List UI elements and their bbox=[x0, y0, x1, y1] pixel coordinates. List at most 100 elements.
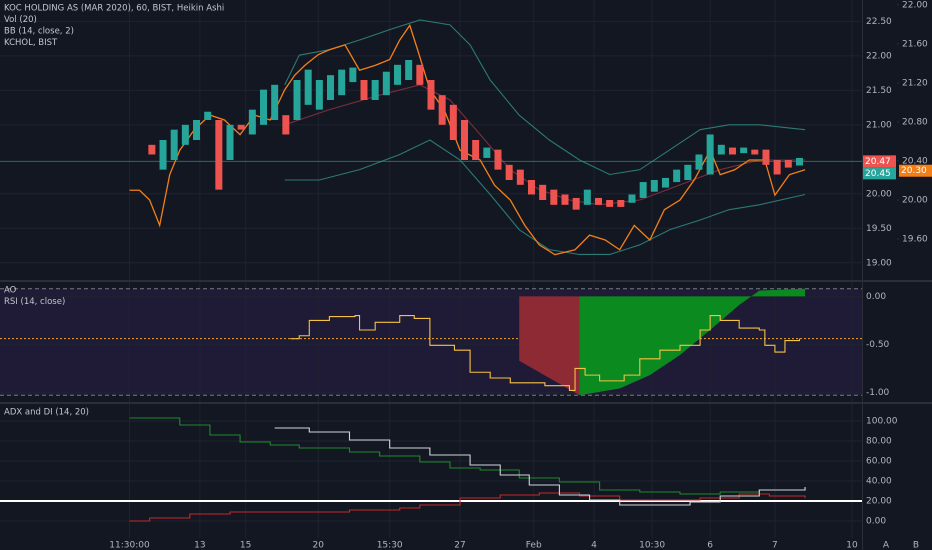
candle-body bbox=[673, 169, 681, 183]
candle-body bbox=[438, 95, 446, 125]
y-tick-label: 20.00 bbox=[866, 189, 892, 199]
panel-label: RSI (14, close) bbox=[4, 297, 65, 307]
price-label-bg bbox=[863, 155, 896, 168]
candle-body bbox=[762, 149, 770, 165]
candle-body bbox=[740, 147, 748, 154]
y2-tick-label: 19.60 bbox=[902, 235, 928, 245]
x-tick-label: 20 bbox=[312, 541, 324, 550]
x-tick-label: 10:30 bbox=[639, 541, 665, 550]
y-tick-label: 19.50 bbox=[866, 224, 892, 234]
candle-body bbox=[661, 177, 669, 188]
candle-body bbox=[516, 169, 524, 185]
candle-body bbox=[784, 160, 792, 168]
y-tick-label: 80.00 bbox=[866, 437, 892, 447]
y-tick-label: 21.50 bbox=[866, 86, 892, 96]
line bbox=[284, 139, 806, 256]
panel-label: KOC HOLDING AS (MAR 2020), 60, BIST, Hei… bbox=[4, 4, 224, 14]
candle-body bbox=[561, 194, 569, 205]
y-tick-label: 60.00 bbox=[866, 457, 892, 467]
candle-body bbox=[193, 120, 201, 140]
candle-body bbox=[405, 60, 413, 80]
y2-tick-label: 20.00 bbox=[902, 196, 928, 206]
panel bbox=[0, 404, 862, 538]
candle-body bbox=[293, 80, 301, 120]
panel-label: Vol (20) bbox=[4, 15, 37, 25]
candle-body bbox=[271, 84, 279, 120]
candle-body bbox=[539, 184, 547, 200]
candle-body bbox=[360, 80, 368, 100]
candle-body bbox=[304, 69, 312, 105]
y-tick-label: 0.00 bbox=[866, 517, 886, 527]
candle-body bbox=[449, 104, 457, 140]
candle-body bbox=[728, 147, 736, 155]
price-label-bg bbox=[863, 167, 896, 180]
y2-tick-label: 22.00 bbox=[902, 0, 928, 10]
candle-body bbox=[572, 197, 580, 210]
price-label: 20.30 bbox=[901, 166, 927, 176]
candle-body bbox=[717, 144, 725, 155]
candle-body bbox=[427, 80, 435, 110]
x-tick-label: Feb bbox=[526, 541, 542, 550]
candle-body bbox=[371, 80, 379, 100]
candle-body bbox=[338, 69, 346, 96]
corner-label: B bbox=[913, 541, 919, 550]
candle-body bbox=[594, 197, 602, 205]
y-tick-label: 20.00 bbox=[866, 497, 892, 507]
candle-body bbox=[472, 140, 480, 160]
candle-body bbox=[416, 64, 424, 85]
area bbox=[519, 296, 580, 396]
candle-body bbox=[527, 180, 535, 195]
x-tick-label: 10 bbox=[846, 541, 858, 550]
candle-body bbox=[773, 160, 781, 175]
panel-label: AO bbox=[4, 286, 17, 296]
candle-body bbox=[684, 164, 692, 180]
x-tick-label: 15:30 bbox=[377, 541, 403, 550]
candle-body bbox=[282, 115, 290, 135]
area bbox=[579, 288, 806, 396]
panel-label: ADX and DI (14, 20) bbox=[4, 408, 89, 418]
candle-body bbox=[483, 147, 491, 158]
candle-body bbox=[226, 124, 234, 160]
y-tick-label: 22.00 bbox=[866, 51, 892, 61]
y-tick-label: 40.00 bbox=[866, 477, 892, 487]
candle-body bbox=[494, 149, 502, 170]
candle-body bbox=[148, 144, 156, 155]
x-tick-label: 7 bbox=[772, 541, 778, 550]
y-tick-label: 22.50 bbox=[866, 17, 892, 27]
panel bbox=[0, 282, 862, 402]
y-tick-label: 19.00 bbox=[866, 258, 892, 268]
candle-body bbox=[181, 124, 189, 145]
candle-body bbox=[349, 67, 357, 83]
candle-body bbox=[248, 109, 256, 135]
y-tick-label: 100.00 bbox=[866, 417, 898, 427]
y2-tick-label: 21.20 bbox=[902, 78, 928, 88]
y-tick-label: 0.00 bbox=[866, 292, 886, 302]
line bbox=[129, 417, 806, 495]
candle-body bbox=[260, 89, 268, 125]
candle-body bbox=[382, 71, 390, 96]
x-tick-label: 4 bbox=[591, 541, 597, 550]
y-tick-label: 21.00 bbox=[866, 120, 892, 130]
candle-body bbox=[583, 189, 591, 205]
candle-body bbox=[159, 140, 167, 170]
candle-body bbox=[505, 164, 513, 180]
candle-body bbox=[315, 80, 323, 110]
x-tick-label: 11:30:00 bbox=[109, 541, 150, 550]
price-label: 20.47 bbox=[865, 157, 891, 167]
candle-body bbox=[617, 200, 625, 207]
x-tick-label: 15 bbox=[240, 541, 251, 550]
candle-body bbox=[460, 120, 468, 160]
y2-tick-label: 21.60 bbox=[902, 39, 928, 49]
x-tick-label: 13 bbox=[194, 541, 205, 550]
panel-label: BB (14, close, 2) bbox=[4, 27, 74, 37]
candle-body bbox=[170, 129, 178, 160]
candle-body bbox=[639, 182, 647, 198]
candle-body bbox=[695, 154, 703, 170]
line bbox=[129, 23, 806, 256]
y-tick-label: -0.50 bbox=[866, 340, 890, 350]
corner-label: A bbox=[883, 541, 890, 550]
line bbox=[290, 315, 801, 392]
y2-tick-label: 20.80 bbox=[902, 117, 928, 127]
